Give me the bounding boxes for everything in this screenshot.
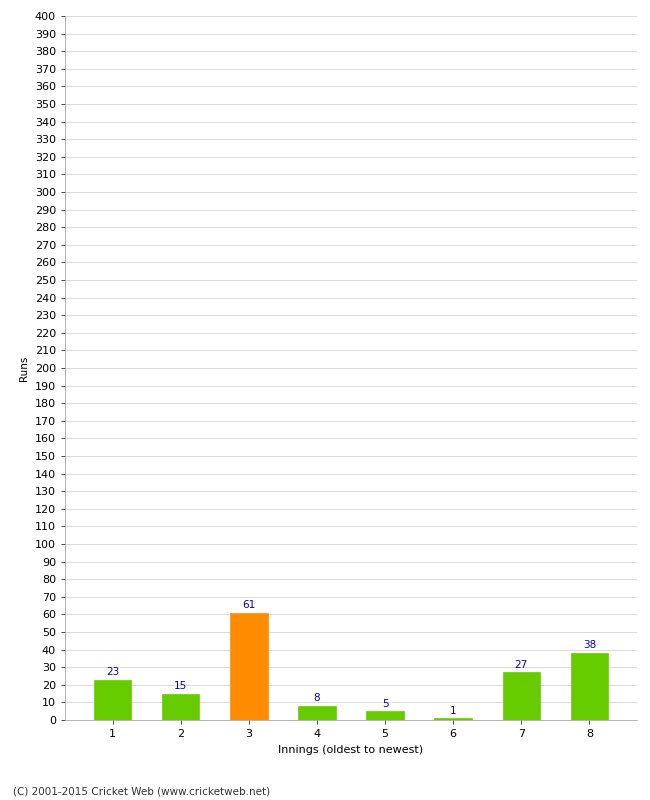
Bar (434, 718, 472, 720)
Bar (230, 613, 268, 720)
Text: 61: 61 (242, 600, 255, 610)
X-axis label: Innings (oldest to newest): Innings (oldest to newest) (278, 745, 424, 754)
Bar (298, 706, 335, 720)
Text: 15: 15 (174, 681, 187, 691)
Text: 1: 1 (450, 706, 456, 715)
Bar (571, 653, 608, 720)
Text: 23: 23 (106, 667, 120, 677)
Bar (162, 694, 200, 720)
Bar (94, 679, 131, 720)
Bar (367, 711, 404, 720)
Text: 38: 38 (582, 641, 596, 650)
Y-axis label: Runs: Runs (19, 355, 29, 381)
Text: 8: 8 (314, 694, 320, 703)
Text: 27: 27 (515, 660, 528, 670)
Text: 5: 5 (382, 698, 388, 709)
Bar (502, 673, 540, 720)
Text: (C) 2001-2015 Cricket Web (www.cricketweb.net): (C) 2001-2015 Cricket Web (www.cricketwe… (13, 786, 270, 796)
